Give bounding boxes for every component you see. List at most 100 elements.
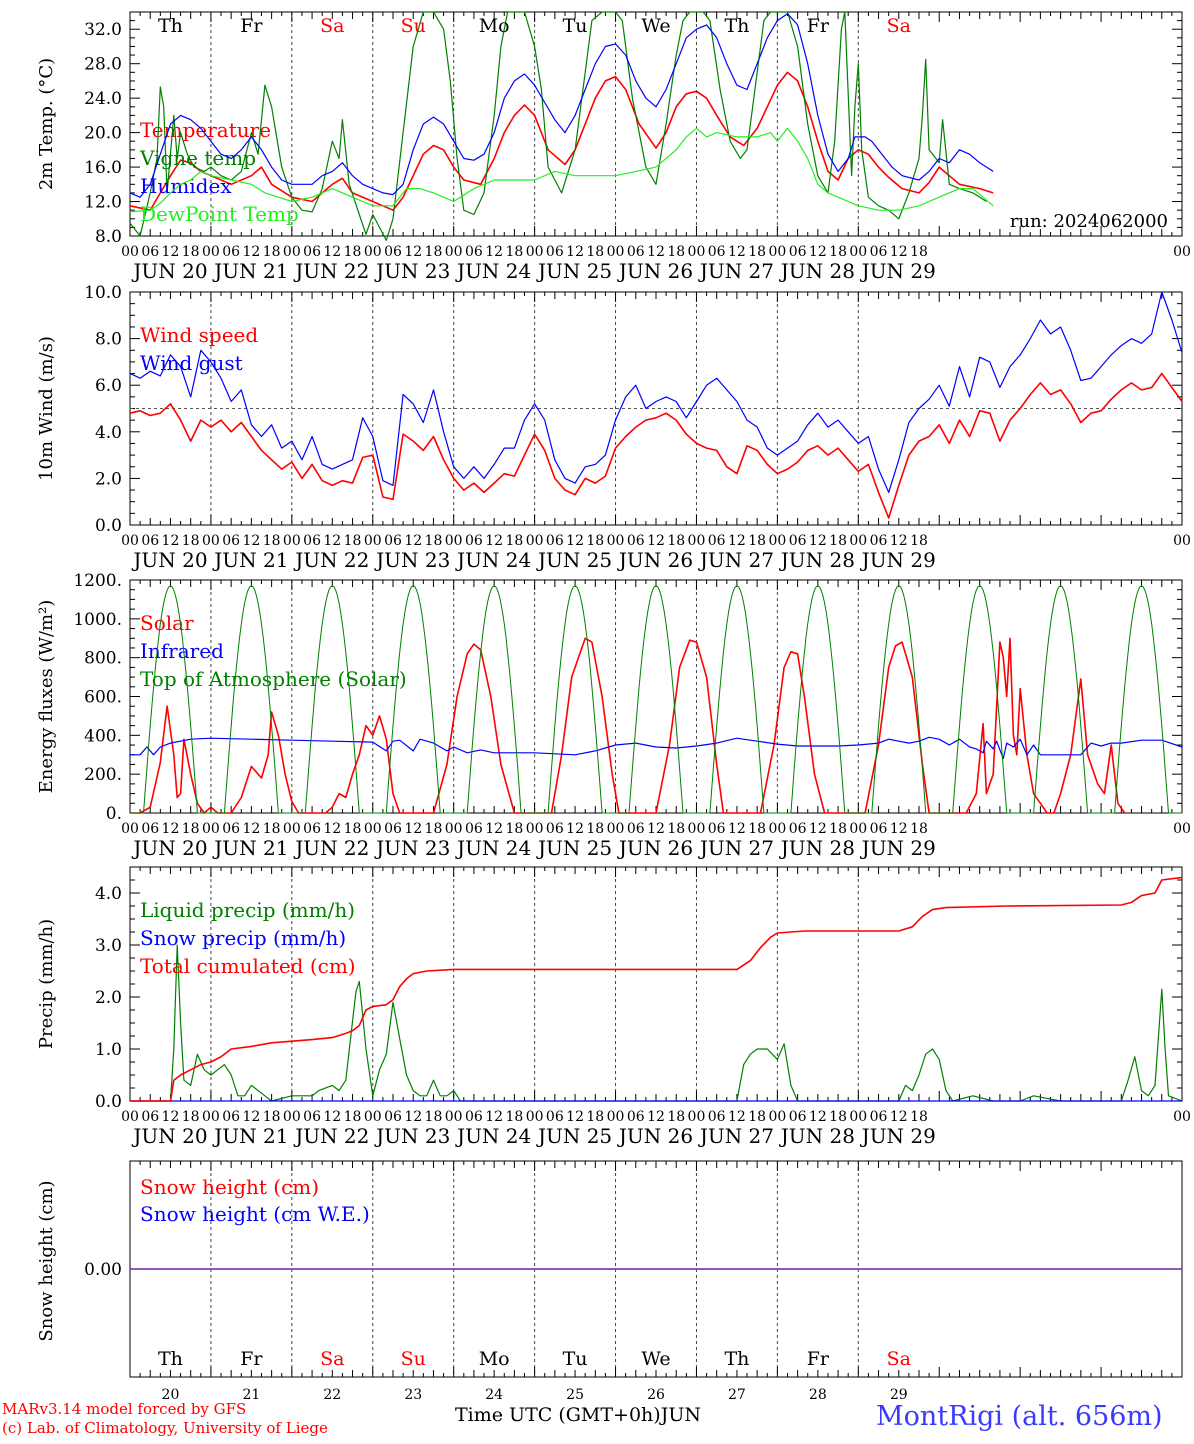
- hour-tick-label: 00: [688, 1109, 706, 1125]
- hour-tick-label: 06: [870, 1109, 888, 1125]
- day-label: JUN 24: [455, 259, 531, 283]
- weekday-label: Th: [724, 1348, 749, 1370]
- day-label: JUN 21: [212, 259, 288, 283]
- hour-tick-label: 12: [242, 1109, 260, 1125]
- hour-tick-label: 00: [1173, 821, 1191, 837]
- panel-1: 8.0 12.0 16.0 20.0 24.0 28.0 32.0 2m Temp. (°C)…: [36, 11, 1191, 283]
- station-name: MontRigi (alt. 656m): [876, 1401, 1163, 1432]
- day-label: JUN 27: [698, 836, 774, 860]
- day-label: JUN 29: [860, 259, 936, 283]
- day-label: JUN 20: [131, 548, 207, 572]
- y-tick-label: 0.00: [84, 1260, 122, 1280]
- hour-tick-label: 12: [566, 821, 584, 837]
- hour-tick-label: 18: [182, 533, 200, 549]
- hour-tick-label: 18: [586, 1109, 604, 1125]
- hour-tick-label: 00: [283, 533, 301, 549]
- hour-tick-label: 12: [809, 244, 827, 260]
- hour-tick-label: 06: [708, 821, 726, 837]
- hour-tick-label: 06: [384, 244, 402, 260]
- y-tick-label: 4.0: [95, 423, 122, 443]
- y-tick-label: 1.0: [95, 1040, 122, 1060]
- series-line-wind-speed: [129, 372, 1183, 519]
- hour-tick-label: 18: [829, 533, 847, 549]
- y-tick-label: 28.0: [84, 55, 122, 75]
- hour-tick-label: 06: [627, 244, 645, 260]
- weekday-label: Fr: [807, 1348, 830, 1370]
- hour-tick-label: 00: [202, 1109, 220, 1125]
- hour-tick-label: 00: [607, 1109, 625, 1125]
- hour-tick-label: 12: [404, 244, 422, 260]
- copyright-line: (c) Lab. of Climatology, University of L…: [2, 1419, 328, 1437]
- y-tick-label: 32.0: [84, 20, 122, 40]
- weekday-label: Tu: [563, 15, 588, 37]
- y-axis-label: Snow height (cm): [36, 1180, 57, 1341]
- hour-tick-label: 18: [910, 533, 928, 549]
- day-label: JUN 22: [293, 259, 369, 283]
- hour-tick-label: 12: [647, 1109, 665, 1125]
- hour-tick-label: 18: [829, 244, 847, 260]
- hour-tick-label: 06: [384, 821, 402, 837]
- weekday-label: Sa: [320, 15, 344, 37]
- hour-tick-label: 00: [445, 1109, 463, 1125]
- day-label: JUN 23: [374, 1124, 450, 1148]
- hour-tick-label: 06: [465, 1109, 483, 1125]
- hour-tick-label: 00: [849, 244, 867, 260]
- hour-tick-label: 18: [667, 1109, 685, 1125]
- hour-tick-label: 12: [485, 1109, 503, 1125]
- panel-2: 0.0 2.0 4.0 6.0 8.0 10.0 10m Wind (m/s) Wind sp…: [36, 283, 1191, 572]
- hour-tick-label: 18: [829, 1109, 847, 1125]
- series-line-solar: [130, 637, 1126, 814]
- legend-infrared: Infrared: [140, 639, 224, 663]
- weekday-label: Fr: [807, 15, 830, 37]
- hour-tick-label: 18: [667, 533, 685, 549]
- y-tick-label: 4.0: [95, 884, 122, 904]
- legend-snow-height-cm-w-e: Snow height (cm W.E.): [140, 1202, 370, 1226]
- hour-tick-label: 06: [384, 533, 402, 549]
- hour-tick-label: 18: [425, 1109, 443, 1125]
- legend-dewpoint-temp: DewPoint Temp: [140, 202, 299, 226]
- day-number-label: 24: [485, 1387, 503, 1403]
- hour-tick-label: 18: [425, 821, 443, 837]
- run-annotation: run: 2024062000: [1010, 211, 1168, 232]
- hour-tick-label: 18: [425, 244, 443, 260]
- weekday-label: Mo: [479, 15, 510, 37]
- hour-tick-label: 12: [728, 244, 746, 260]
- hour-tick-label: 06: [708, 1109, 726, 1125]
- hour-tick-label: 00: [121, 821, 139, 837]
- day-label: JUN 28: [779, 548, 855, 572]
- hour-tick-label: 12: [162, 533, 180, 549]
- day-label: JUN 23: [374, 836, 450, 860]
- model-line: MARv3.14 model forced by GFS: [2, 1400, 247, 1418]
- y-tick-label: 8.0: [95, 330, 122, 350]
- hour-tick-label: 00: [768, 821, 786, 837]
- weekday-label: Th: [158, 1348, 183, 1370]
- day-label: JUN 23: [374, 548, 450, 572]
- hour-tick-label: 12: [404, 533, 422, 549]
- hour-tick-label: 06: [627, 533, 645, 549]
- hour-tick-label: 06: [222, 1109, 240, 1125]
- hour-tick-label: 12: [647, 533, 665, 549]
- hour-tick-label: 06: [303, 533, 321, 549]
- hour-tick-label: 12: [809, 821, 827, 837]
- hour-tick-label: 06: [303, 821, 321, 837]
- hour-tick-label: 00: [1173, 1109, 1191, 1125]
- day-label: JUN 25: [536, 1124, 612, 1148]
- weekday-label: We: [641, 1348, 670, 1370]
- hour-tick-label: 06: [789, 533, 807, 549]
- legend-liquid-precip-mm-h: Liquid precip (mm/h): [140, 898, 355, 922]
- hour-tick-label: 06: [627, 1109, 645, 1125]
- day-number-label: 28: [809, 1387, 827, 1403]
- hour-tick-label: 12: [485, 533, 503, 549]
- hour-tick-label: 00: [849, 821, 867, 837]
- hour-tick-label: 12: [404, 821, 422, 837]
- series-line-dewpoint-temp: [129, 127, 994, 213]
- panel-5: 0.00 Snow height (cm) Snow height (cm) Snow…: [36, 1160, 1183, 1403]
- series-line-vigne-temp: [129, 11, 987, 241]
- day-label: JUN 23: [374, 259, 450, 283]
- day-label: JUN 21: [212, 548, 288, 572]
- hour-tick-label: 00: [607, 244, 625, 260]
- panel-3: 0. 200. 400. 600. 800. 1000. 1200. Energy fluxe…: [36, 571, 1191, 860]
- y-tick-label: 0.0: [95, 516, 122, 536]
- day-label: JUN 22: [293, 548, 369, 572]
- day-label: JUN 26: [617, 1124, 693, 1148]
